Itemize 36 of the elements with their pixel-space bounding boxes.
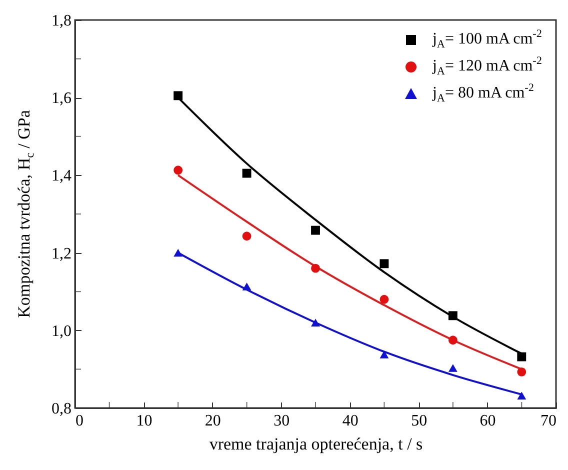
point <box>517 352 526 362</box>
x-tick-label: 0 <box>76 412 84 430</box>
point <box>311 318 320 327</box>
point <box>448 311 458 320</box>
y-tick-label: 1,2 <box>52 245 72 262</box>
x-tick-label: 40 <box>342 412 358 430</box>
point <box>380 294 389 304</box>
x-tick-label: 10 <box>136 412 152 430</box>
x-axis-title: vreme trajanja opterećenja, t / s <box>209 434 423 454</box>
point <box>174 91 183 100</box>
y-tick-label: 1,0 <box>52 322 72 340</box>
x-tick-label: 20 <box>204 412 221 430</box>
point <box>311 226 320 235</box>
point <box>174 166 183 175</box>
y-tick-label: 1,4 <box>52 168 72 185</box>
legend-label: j$_{A}$= 80 mA cm$^{-2}$ <box>432 82 534 105</box>
y-tick-label: 1,6 <box>52 90 72 108</box>
point <box>242 282 252 290</box>
point <box>448 336 458 345</box>
x-tick-label: 50 <box>411 412 428 430</box>
point <box>242 168 252 178</box>
x-tick-label: 60 <box>480 412 496 430</box>
point <box>448 364 458 372</box>
point <box>517 367 526 376</box>
y-tick-label: 0,8 <box>52 400 72 418</box>
point <box>380 350 389 358</box>
point <box>242 232 252 241</box>
point <box>174 248 183 257</box>
point <box>380 259 389 268</box>
x-tick-label: 30 <box>274 412 290 430</box>
point <box>311 264 320 273</box>
point <box>517 392 526 400</box>
y-tick-label: 1,8 <box>52 12 72 30</box>
legend-label: j$_{A}$= 120 mA cm$^{-2}$ <box>432 55 542 78</box>
x-tick-label: 70 <box>540 412 556 430</box>
legend-label: j$_{A}$= 100 mA cm$^{-2}$ <box>432 28 542 51</box>
